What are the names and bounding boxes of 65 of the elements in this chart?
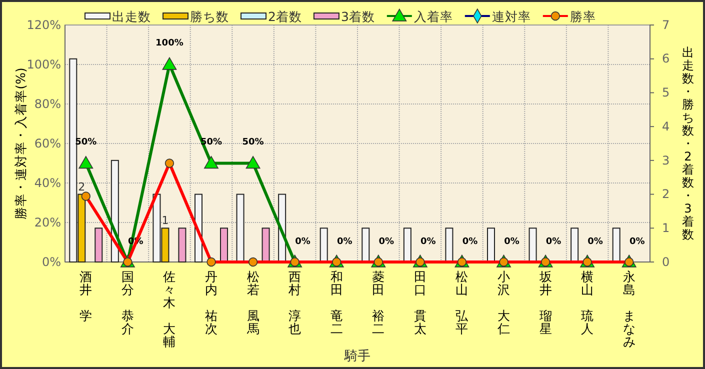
data-label: 100% [156,38,184,48]
bar [320,228,328,262]
y2-tick-label: 0 [662,254,670,269]
legend-label: 3着数 [340,9,375,24]
data-label: 0% [629,237,645,247]
y-axis-title: 勝率・連対率・入着率(%) [13,68,28,220]
data-label: 0% [336,237,352,247]
x-tick-label: 小沢 大仁 [496,269,510,336]
data-label: 1 [162,214,169,228]
bar [94,228,103,262]
y2-tick-label: 2 [662,187,670,202]
data-label: 0% [504,237,520,247]
legend-label: 勝ち数 [190,9,229,24]
x-tick-label: 横山 琉人 [581,269,594,336]
legend-label: 入着率 [414,9,453,24]
legend-label: 連対率 [492,9,531,24]
y2-tick-label: 7 [662,18,670,32]
bar [403,228,412,262]
bar [236,194,244,262]
x-tick-label: 国分 恭介 [121,269,134,336]
y-tick-label: 120% [26,18,61,32]
data-label: 2 [78,180,86,194]
text: 出走数・勝ち数・2着数・3着数 [682,46,694,242]
data-label: 0% [420,237,436,247]
legend-label: 2着数 [268,9,302,24]
data-label: 0% [378,237,394,247]
bar [487,228,495,262]
x-tick-label: 佐々木 大輔 [163,269,176,349]
y-tick-label: 80% [34,96,61,111]
y-tick-label: 60% [34,136,61,150]
x-tick-label: 永島 まなみ [622,269,636,349]
bar [362,228,370,262]
data-label: 50% [242,137,264,148]
bar [220,228,228,262]
x-tick-label: 丹内 祐次 [205,269,218,336]
y2-tick-label: 1 [662,220,670,235]
x-tick-label: 和田 竜二 [330,269,344,336]
x-tick-label: 菱田 裕二 [372,269,386,336]
data-label: 0% [546,237,562,247]
x-tick-label: 西村 淳也 [288,269,302,336]
y-tick-label: 20% [34,215,61,230]
y2-tick-label: 4 [662,119,670,134]
x-tick-label: 松若 風馬 [246,269,260,336]
bar [528,228,537,262]
bar [612,228,620,262]
y2-tick-label: 5 [662,86,670,100]
y2-tick-label: 6 [662,52,670,66]
y-tick-label: 0% [42,254,61,269]
bar [178,228,186,262]
data-label: 0% [295,237,310,247]
legend-label: 出走数 [112,9,151,24]
x-tick-label: 松山 弘平 [456,269,470,336]
bar [570,228,579,262]
y2-tick-label: 3 [662,153,670,168]
x-tick-label: 田口 貫太 [414,269,427,336]
data-label: 0% [588,237,603,247]
x-tick-label: 坂井 瑠星 [538,269,552,336]
y-tick-label: 40% [34,176,61,190]
x-tick-label: 酒井 学 [80,269,93,323]
legend-label: 勝率 [570,9,596,24]
bar [262,228,270,262]
bar [445,228,454,262]
x-axis-title: 騎手 [344,349,370,364]
data-label: 0% [462,237,478,247]
y-tick-label: 100% [26,57,61,72]
